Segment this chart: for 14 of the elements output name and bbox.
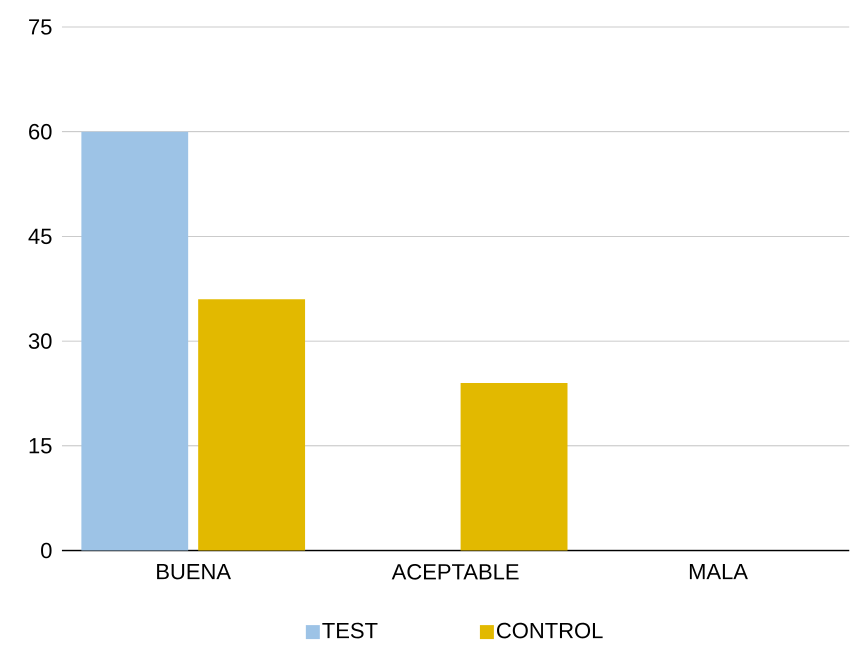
x-tick-label: ACEPTABLE (392, 564, 519, 580)
bar (81, 131, 188, 550)
x-tick-label: BUENA (157, 564, 231, 580)
y-tick-label: 45 (28, 228, 52, 244)
y-tick-label: 75 (29, 19, 52, 34)
y-tick-label: 15 (30, 438, 52, 454)
x-tick-label: MALA (690, 564, 748, 579)
bar (198, 299, 306, 550)
y-tick-label: 60 (29, 124, 52, 140)
y-tick-label: 30 (28, 333, 52, 349)
legend-label: TEST (322, 622, 378, 638)
legend-label: CONTROL (497, 622, 603, 638)
bar (460, 382, 568, 550)
y-tick-label: 0 (41, 542, 52, 558)
